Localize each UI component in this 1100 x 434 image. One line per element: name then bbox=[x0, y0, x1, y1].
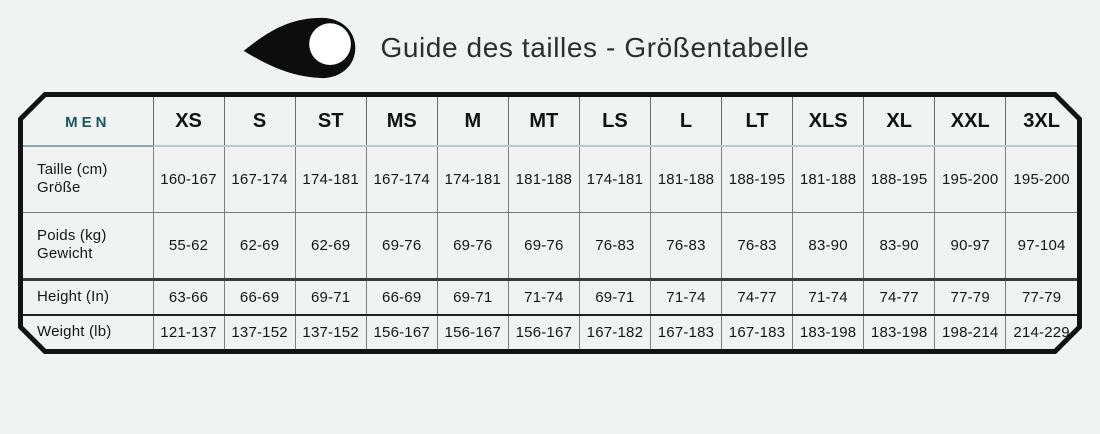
size-value-cell: 195-200 bbox=[1006, 146, 1077, 212]
men-label: MEN bbox=[65, 113, 111, 131]
size-value-cell: 137-152 bbox=[295, 315, 366, 349]
size-value-cell: 160-167 bbox=[153, 146, 224, 212]
size-value-cell: 69-76 bbox=[437, 212, 508, 279]
size-value-cell: 77-79 bbox=[1006, 279, 1077, 315]
size-value-cell: 83-90 bbox=[793, 212, 864, 279]
size-value-cell: 156-167 bbox=[366, 315, 437, 349]
row-label: Height (In) bbox=[23, 279, 153, 315]
size-value-cell: 62-69 bbox=[224, 212, 295, 279]
size-column-header: XXL bbox=[935, 97, 1006, 146]
page-title: Guide des tailles - Größentabelle bbox=[380, 32, 810, 63]
size-value-cell: 174-181 bbox=[579, 146, 650, 212]
size-value-cell: 66-69 bbox=[366, 279, 437, 315]
size-column-header: XS bbox=[153, 97, 224, 146]
table-row: Height (In) 63-66 66-69 69-71 66-69 69-71 71-7… bbox=[23, 279, 1077, 315]
size-value-cell: 198-214 bbox=[935, 315, 1006, 349]
size-value-cell: 167-182 bbox=[579, 315, 650, 349]
size-column-header: MS bbox=[366, 97, 437, 146]
size-header-row: MEN XS S ST MS M MT LS L LT XLS XL XXL 3XL bbox=[23, 97, 1077, 146]
size-value-cell: 74-77 bbox=[864, 279, 935, 315]
size-column-header: S bbox=[224, 97, 295, 146]
size-table-body: Taille (cm) Größe 160-167 167-174 174-181 167… bbox=[23, 146, 1077, 349]
size-table: MEN XS S ST MS M MT LS L LT XLS XL XXL 3XL Taille (c… bbox=[23, 97, 1077, 349]
gender-header-cell: MEN bbox=[23, 97, 153, 146]
row-label: Weight (lb) bbox=[37, 323, 112, 341]
size-column-header: LS bbox=[579, 97, 650, 146]
comet-teardrop-logo-icon bbox=[244, 17, 356, 79]
size-value-cell: 71-74 bbox=[650, 279, 721, 315]
size-value-cell: 63-66 bbox=[153, 279, 224, 315]
size-value-cell: 214-229 bbox=[1006, 315, 1077, 349]
size-value-cell: 66-69 bbox=[224, 279, 295, 315]
size-value-cell: 137-152 bbox=[224, 315, 295, 349]
table-row: Poids (kg) Gewicht 55-62 62-69 62-69 69-76 69-… bbox=[23, 212, 1077, 279]
table-row: Weight (lb) 121-137 137-152 137-152 156-167 1… bbox=[23, 315, 1077, 349]
size-value-cell: 62-69 bbox=[295, 212, 366, 279]
size-guide-frame: MEN XS S ST MS M MT LS L LT XLS XL XXL 3XL Taille (c… bbox=[18, 92, 1082, 354]
size-value-cell: 181-188 bbox=[650, 146, 721, 212]
size-value-cell: 90-97 bbox=[935, 212, 1006, 279]
size-column-header: XL bbox=[864, 97, 935, 146]
size-column-header: XLS bbox=[793, 97, 864, 146]
size-value-cell: 167-174 bbox=[366, 146, 437, 212]
size-value-cell: 181-188 bbox=[793, 146, 864, 212]
size-value-cell: 183-198 bbox=[793, 315, 864, 349]
size-value-cell: 174-181 bbox=[437, 146, 508, 212]
size-value-cell: 188-195 bbox=[722, 146, 793, 212]
size-value-cell: 69-76 bbox=[366, 212, 437, 279]
size-value-cell: 97-104 bbox=[1006, 212, 1077, 279]
row-label: Poids (kg) Gewicht bbox=[23, 212, 153, 279]
size-value-cell: 181-188 bbox=[508, 146, 579, 212]
size-value-cell: 69-71 bbox=[437, 279, 508, 315]
title-bar: Guide des tailles - Größentabelle bbox=[0, 0, 1075, 92]
size-value-cell: 76-83 bbox=[650, 212, 721, 279]
size-value-cell: 167-183 bbox=[722, 315, 793, 349]
size-value-cell: 188-195 bbox=[864, 146, 935, 212]
size-column-header: L bbox=[650, 97, 721, 146]
size-value-cell: 83-90 bbox=[864, 212, 935, 279]
size-value-cell: 156-167 bbox=[437, 315, 508, 349]
row-label: Taille (cm) Größe bbox=[23, 146, 153, 212]
size-value-cell: 76-83 bbox=[579, 212, 650, 279]
size-value-cell: 167-174 bbox=[224, 146, 295, 212]
size-column-header: 3XL bbox=[1006, 97, 1077, 146]
size-column-header: MT bbox=[508, 97, 579, 146]
size-column-header: M bbox=[437, 97, 508, 146]
table-row: Taille (cm) Größe 160-167 167-174 174-181 167… bbox=[23, 146, 1077, 212]
size-column-header: LT bbox=[722, 97, 793, 146]
size-value-cell: 195-200 bbox=[935, 146, 1006, 212]
size-value-cell: 174-181 bbox=[295, 146, 366, 212]
size-value-cell: 183-198 bbox=[864, 315, 935, 349]
size-value-cell: 69-71 bbox=[579, 279, 650, 315]
size-value-cell: 74-77 bbox=[722, 279, 793, 315]
size-value-cell: 167-183 bbox=[650, 315, 721, 349]
size-value-cell: 71-74 bbox=[793, 279, 864, 315]
size-value-cell: 69-76 bbox=[508, 212, 579, 279]
size-value-cell: 55-62 bbox=[153, 212, 224, 279]
size-value-cell: 121-137 bbox=[153, 315, 224, 349]
size-value-cell: 76-83 bbox=[722, 212, 793, 279]
size-value-cell: 156-167 bbox=[508, 315, 579, 349]
size-value-cell: 69-71 bbox=[295, 279, 366, 315]
size-value-cell: 71-74 bbox=[508, 279, 579, 315]
size-column-header: ST bbox=[295, 97, 366, 146]
size-value-cell: 77-79 bbox=[935, 279, 1006, 315]
